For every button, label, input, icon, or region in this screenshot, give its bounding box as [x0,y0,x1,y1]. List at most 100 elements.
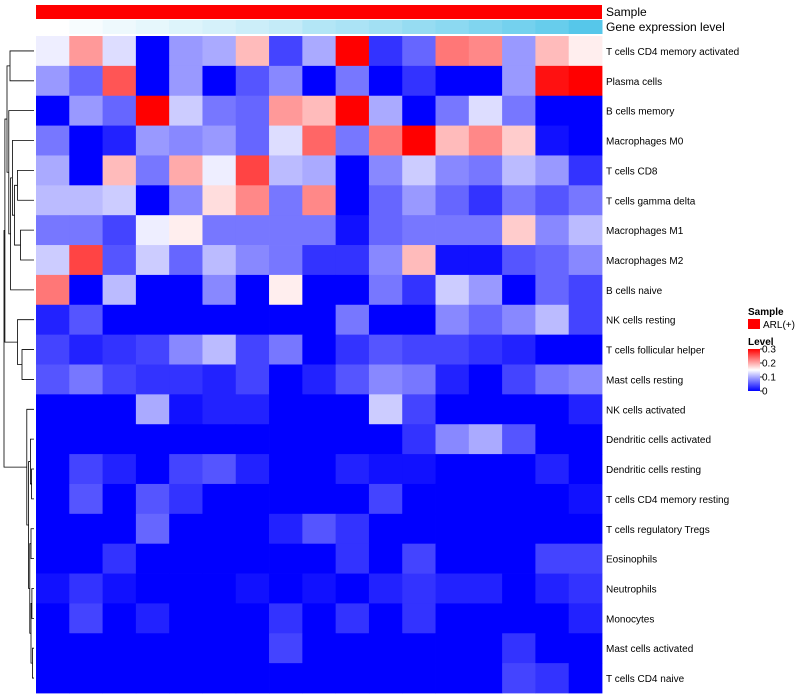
heatmap-cell [302,483,337,515]
heatmap-cell [568,573,603,604]
heatmap-cell [568,36,603,67]
heatmap-cell [36,125,70,156]
legend-tick-label: 0.3 [762,345,776,356]
heatmap-cell [235,245,270,276]
heatmap-cell [202,633,237,664]
row-label: T cells CD4 memory activated [606,47,739,58]
heatmap-cell [335,185,370,216]
heatmap-cell [568,125,603,156]
heatmap-cell [135,185,170,216]
heatmap-cell [435,454,470,485]
gene-expression-cell [568,20,603,34]
heatmap-cell [135,633,170,664]
heatmap-cell [102,603,137,634]
heatmap-cell [235,483,270,515]
heatmap-cell [235,424,270,455]
heatmap-cell [502,95,536,126]
heatmap-cell [235,394,270,425]
heatmap-cell [69,543,103,574]
heatmap-cell [69,155,103,186]
heatmap-cell [235,95,270,126]
heatmap-cell [402,364,436,395]
heatmap-cell [502,185,536,216]
heatmap-cell [368,603,403,634]
heatmap-cell [235,125,270,156]
dendrogram-branch [20,229,34,261]
heatmap-cell [535,543,570,574]
heatmap-cell [36,394,70,425]
heatmap-cell [468,424,503,455]
row-label: Mast cells resting [606,375,683,386]
row-label: NK cells resting [606,316,675,327]
heatmap-cell [468,215,503,246]
heatmap-cell [235,334,270,365]
heatmap-cell [269,274,303,306]
heatmap-cell [468,334,503,365]
heatmap-cell [368,573,403,604]
heatmap-cell [568,394,603,425]
heatmap-cell [269,483,303,515]
heatmap-cell [468,454,503,485]
heatmap-cell [502,215,536,246]
row-label: Plasma cells [606,77,662,88]
heatmap-cell [102,513,137,545]
heatmap-cell [335,125,370,156]
row-label: B cells memory [606,107,674,118]
gene-expression-cell [202,20,237,34]
heatmap-cell [135,454,170,485]
heatmap-cell [402,603,436,634]
heatmap-cell [568,185,603,216]
heatmap-cell [568,155,603,186]
heatmap-cell [69,274,103,306]
heatmap-cell [435,245,470,276]
heatmap-cell [36,454,70,485]
heatmap-cell [235,513,270,545]
heatmap-cell [435,633,470,664]
heatmap-cell [568,454,603,485]
heatmap-cell [302,36,337,67]
heatmap-cell [368,513,403,545]
row-label: Dendritic cells resting [606,465,701,476]
heatmap-cell [169,334,203,365]
heatmap-cell [535,274,570,306]
heatmap-cell [102,245,137,276]
heatmap-cell [435,603,470,634]
heatmap-cell [502,274,536,306]
heatmap-cell [235,155,270,186]
heatmap-cell [335,245,370,276]
heatmap-cell [402,424,436,455]
heatmap-cell [535,573,570,604]
heatmap-cell [269,394,303,425]
heatmap-cell [402,125,436,156]
heatmap-cell [135,155,170,186]
gene-expression-cell [368,20,403,34]
heatmap-cell [335,36,370,67]
heatmap-cell [202,185,237,216]
heatmap-cell [102,65,137,97]
heatmap-cell [102,633,137,664]
heatmap-cell [202,364,237,395]
heatmap-cell [235,185,270,216]
heatmap-cell [169,155,203,186]
heatmap-cell [535,483,570,515]
heatmap-cell [302,304,337,336]
heatmap-cell [69,424,103,455]
heatmap-cell [468,603,503,634]
heatmap-cell [502,573,536,604]
dendrogram-branch [21,349,34,380]
heatmap-cell [135,95,170,126]
heatmap-cell [435,155,470,186]
heatmap-cell [535,454,570,485]
dendrogram-branch [31,468,34,500]
heatmap-cell [502,304,536,336]
heatmap-cell [368,155,403,186]
dendrogram-branch [32,647,34,679]
heatmap-cell [36,304,70,336]
heatmap-cell [402,454,436,485]
heatmap-cell [102,364,137,395]
heatmap-cell [468,95,503,126]
heatmap-cell [135,663,170,694]
heatmap-cell [69,304,103,336]
heatmap-cell [435,65,470,97]
